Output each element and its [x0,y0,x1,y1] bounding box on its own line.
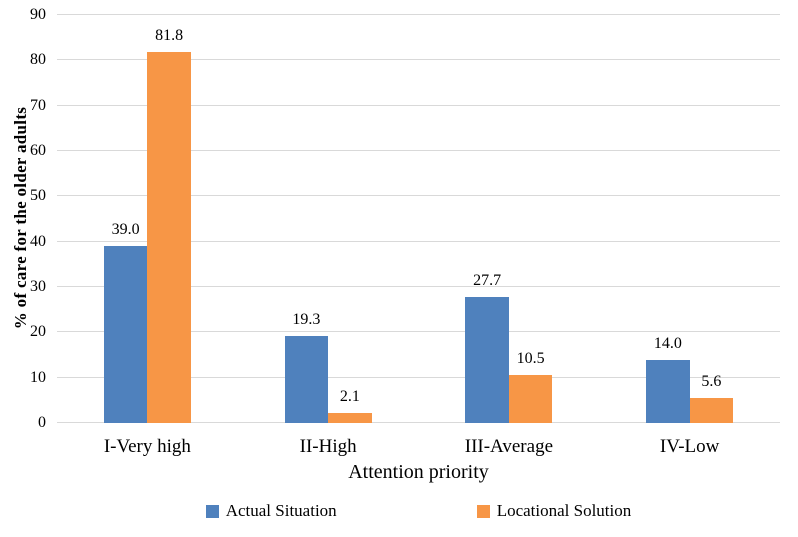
bar-series1-cat0 [147,52,191,423]
legend-item-locational-solution: Locational Solution [476,501,632,521]
legend-label-locational-solution: Locational Solution [496,501,632,520]
bar-value-label: 2.1 [339,388,360,406]
gridline-50 [57,195,780,197]
y-tick-label-70: 70 [30,96,46,114]
y-tick-label-60: 60 [30,142,46,159]
legend-swatch-actual-situation [205,504,219,518]
y-tick-label-20: 20 [30,323,46,341]
y-tick-label-30: 30 [30,278,46,295]
x-category-label-1: II-High [299,436,357,457]
bar-series1-cat1 [328,413,372,423]
x-category-label-3: IV-Low [659,436,720,457]
bar-value-label: 5.6 [701,372,722,390]
gridline-80 [57,59,780,61]
x-axis-category-labels: I-Very high II-High III-Average IV-Low [57,436,780,460]
y-tick-label-0: 0 [38,414,46,431]
bar-series0-cat1 [284,335,329,423]
plot-area: 39.0 81.8 19.3 2.1 27.7 10.5 14.0 5.6 [57,14,780,423]
gridline-20 [57,331,780,333]
legend-label-actual-situation: Actual Situation [225,501,337,520]
legend: Actual Situation Locational Solution [57,501,780,521]
bar-series0-cat0 [103,246,148,423]
y-axis-tick-labels: 0 10 20 30 40 50 60 70 80 90 [0,6,46,431]
y-tick-label-40: 40 [30,232,46,250]
x-category-label-0: I-Very high [103,436,191,457]
y-tick-label-90: 90 [30,6,46,23]
x-category-label-2: III-Average [464,436,553,457]
bar-value-label: 19.3 [292,310,321,328]
bar-series1-cat3 [689,397,734,423]
bar-value-label: 27.7 [473,272,502,290]
y-tick-label-80: 80 [30,51,46,69]
gridline-0 [57,422,780,423]
gridline-70 [57,104,780,106]
legend-swatch-locational-solution [476,504,490,518]
legend-item-actual-situation: Actual Situation [205,501,337,521]
bar-value-label: 10.5 [516,350,545,368]
y-tick-label-50: 50 [30,187,46,205]
bar-series0-cat3 [646,359,690,423]
bar-value-label: 39.0 [111,221,140,239]
gridline-10 [57,376,780,378]
gridline-40 [57,240,780,242]
bar-value-label: 14.0 [653,334,682,352]
bar-series0-cat2 [465,297,509,423]
gridline-30 [57,286,780,287]
gridline-90 [57,14,780,15]
y-tick-label-10: 10 [30,368,46,386]
bar-series1-cat2 [508,375,553,423]
gridline-60 [57,150,780,151]
x-axis-title: Attention priority [348,461,489,483]
bar-value-label: 81.8 [155,27,184,45]
